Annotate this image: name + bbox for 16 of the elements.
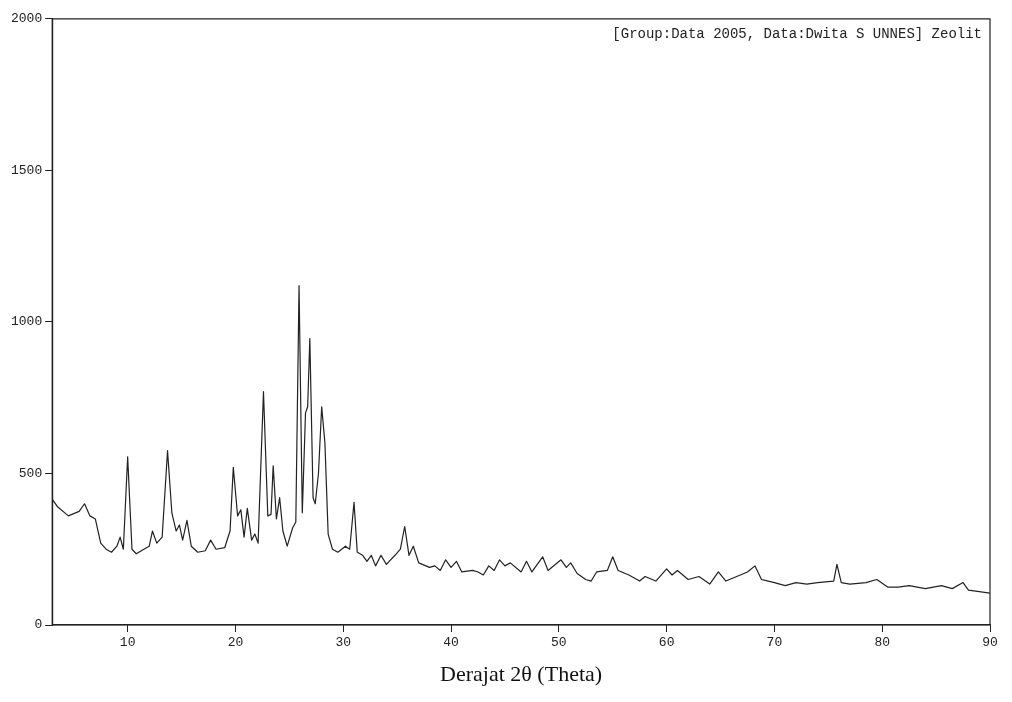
annotation: [Group:Data 2005, Data:Dwita S UNNES] Zeolit: [612, 25, 982, 42]
x-axis-title: Derajat 2θ (Theta): [440, 660, 603, 686]
x-tick-label: 10: [119, 635, 136, 651]
x-tick-label: 30: [335, 635, 352, 651]
x-tick-label: 40: [443, 635, 459, 651]
y-tick-label: 0: [34, 617, 43, 633]
x-tick-label: 60: [658, 635, 675, 651]
y-tick-label: 1000: [10, 314, 43, 330]
x-tick-label: 70: [766, 635, 783, 651]
x-tick-label: 90: [982, 635, 998, 651]
y-tick-label: 2000: [10, 11, 43, 27]
y-tick-label: 1500: [10, 162, 43, 178]
y-tick-label: 500: [18, 465, 43, 481]
x-tick-label: 50: [551, 635, 567, 651]
x-tick-label: 20: [227, 635, 244, 651]
x-tick-label: 80: [874, 635, 891, 651]
